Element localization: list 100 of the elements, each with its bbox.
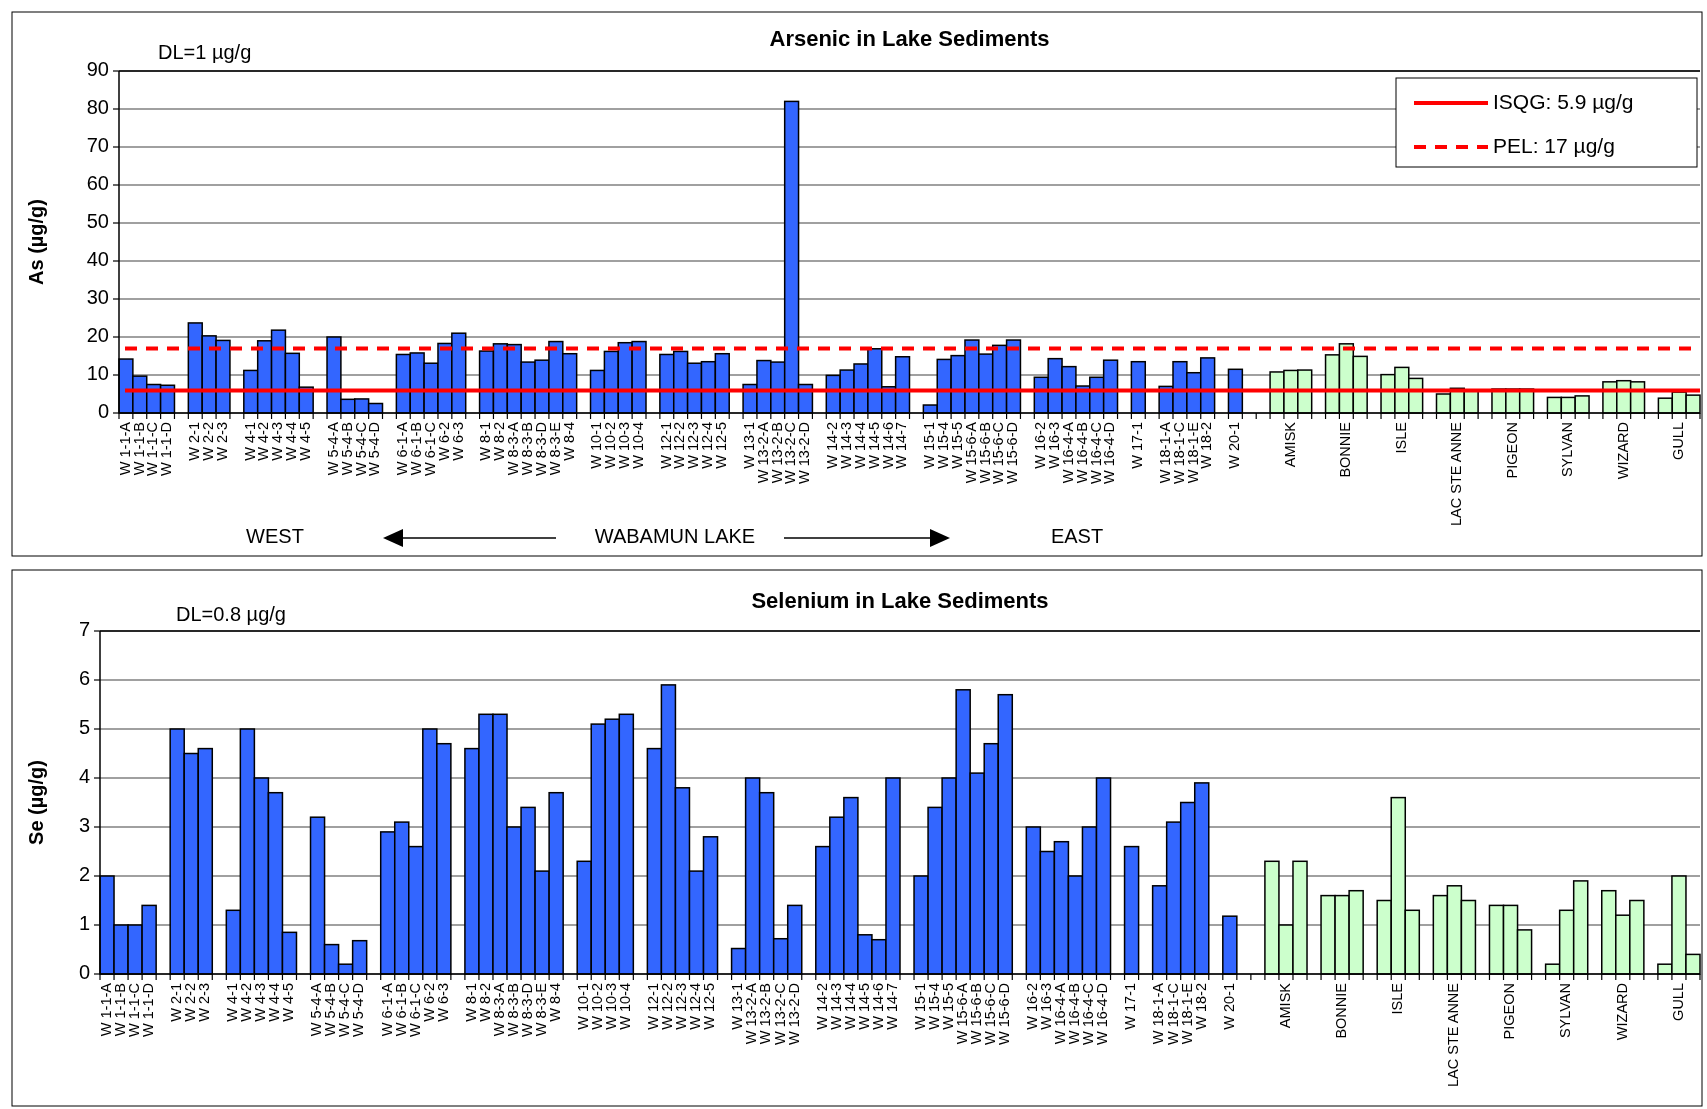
x-tick-label: W 14-4 [851, 422, 868, 469]
x-tick-label: W 12-1 [645, 983, 662, 1030]
x-tick-label: W 18-1-C [1164, 983, 1181, 1046]
y-tick-label: 0 [97, 400, 109, 423]
x-tick-label: W 6-1-B [408, 422, 424, 476]
x-tick-label: W 5-4-D [350, 983, 367, 1037]
x-tick-label: W 6-1-A [394, 421, 411, 476]
x-tick-label: W 8-2 [476, 983, 493, 1022]
x-tick-label: W 13-1 [729, 983, 746, 1030]
x-tick-label: W 13-2-A [743, 982, 760, 1045]
x-tick-label: W 1-1-D [158, 422, 175, 476]
x-tick-label: W 17-1 [1122, 983, 1139, 1030]
x-tick-label: W 15-6-B [976, 422, 993, 484]
x-tick-label: W 8-4 [546, 983, 563, 1022]
x-tick-label: GULL [1670, 422, 1687, 460]
y-tick-label: 10 [86, 362, 109, 385]
x-tick-label: W 12-3 [685, 422, 702, 469]
x-tick-label: W 16-4-A [1052, 982, 1069, 1045]
y-tick-label: 20 [86, 324, 109, 347]
y-tick-label: 0 [78, 961, 90, 984]
x-tick-label: W 15-6-C [990, 422, 1007, 485]
x-tick-label: W 1-1-B [111, 983, 128, 1037]
x-tick-label: SYLVAN [1557, 983, 1574, 1039]
x-tick-label: W 16-2 [1024, 983, 1041, 1030]
x-tick-label: W 18-1-A [1156, 421, 1173, 484]
x-tick-label: W 5-4-A [324, 421, 341, 476]
x-tick-label: W 13-2-A [754, 421, 771, 484]
x-tick-label: ISLE [1392, 421, 1409, 454]
x-tick-label: W 6-2 [435, 422, 452, 461]
x-tick-label: W 8-3-A [490, 982, 507, 1037]
x-tick-label: W 15-1 [921, 422, 938, 469]
x-tick-label: W 14-6 [869, 983, 886, 1030]
x-tick-label: W 16-3 [1038, 983, 1055, 1030]
x-tick-label: W 13-2-C [771, 983, 788, 1046]
x-tick-label: W 15-6-C [982, 983, 999, 1046]
x-tick-label: W 16-4-A [1059, 421, 1076, 484]
x-tick-label: W 8-3-E [546, 421, 563, 476]
text: EAST [1050, 525, 1104, 548]
x-tick-label: W 6-2 [420, 983, 437, 1022]
x-tick-label: W 14-3 [827, 983, 844, 1030]
y-tick-label: 6 [78, 667, 90, 690]
x-tick-label: W 5-4-A [308, 982, 325, 1037]
x-tick-label: W 1-1-C [144, 422, 161, 476]
x-tick-label: W 4-4 [266, 983, 283, 1022]
x-tick-label: W 4-3 [269, 422, 286, 461]
y-tick-label: 4 [78, 765, 90, 788]
x-tick-label: W 15-4 [925, 983, 942, 1030]
x-tick-label: W 14-7 [893, 422, 910, 469]
text: WEST [246, 525, 304, 548]
x-tick-label: W 6-1-B [392, 983, 409, 1037]
x-tick-label: W 15-5 [948, 422, 965, 469]
x-tick-label: W 10-1 [575, 983, 592, 1030]
x-tick-label: W 14-4 [841, 983, 858, 1030]
x-tick-label: W 14-6 [879, 422, 896, 469]
text: DL=1 µg/g [158, 41, 252, 64]
x-tick-label: BONNIE [1337, 421, 1354, 478]
x-tick-label: W 1-1-B [130, 422, 147, 476]
y-tick-label: 60 [86, 172, 109, 195]
x-tick-label: W 5-4-C [352, 422, 369, 476]
x-tick-label: W 15-1 [911, 983, 928, 1030]
x-tick-label: W 8-3-D [518, 983, 535, 1037]
x-tick-label: W 8-1 [462, 983, 479, 1022]
x-tick-label: W 4-5 [280, 983, 297, 1022]
x-tick-label: W 15-4 [935, 422, 951, 469]
x-tick-label: W 12-5 [713, 422, 730, 469]
x-tick-label: GULL [1669, 983, 1686, 1021]
x-tick-label: W 2-3 [196, 983, 213, 1022]
x-tick-label: W 14-2 [813, 983, 830, 1030]
x-tick-label: WIZARD [1613, 983, 1630, 1041]
x-tick-label: W 12-1 [657, 422, 674, 469]
x-tick-label: W 13-2-B [768, 422, 785, 484]
x-tick-label: W 15-6-B [968, 983, 985, 1045]
x-tick-label: W 18-2 [1198, 422, 1215, 469]
x-tick-label: W 8-3-E [532, 982, 549, 1037]
x-tick-label: W 10-2 [602, 422, 619, 469]
x-tick-label: AMISK [1276, 982, 1293, 1029]
x-tick-label: W 12-2 [671, 422, 688, 469]
y-axis-title: As (µg/g) [25, 199, 48, 285]
x-tick-label: PIGEON [1503, 422, 1520, 479]
x-tick-label: W 4-2 [238, 983, 255, 1022]
x-tick-label: W 6-3 [449, 422, 466, 461]
chart-title: Arsenic in Lake Sediments [769, 25, 1050, 51]
x-tick-label: W 18-2 [1192, 983, 1209, 1030]
x-tick-label: W 13-2-B [757, 983, 774, 1045]
x-tick-label: WIZARD [1614, 422, 1631, 480]
x-tick-label: W 12-3 [673, 983, 690, 1030]
legend-label: PEL: 17 µg/g [1493, 133, 1615, 157]
x-tick-label: SYLVAN [1559, 422, 1576, 478]
y-tick-label: 7 [78, 618, 90, 641]
x-tick-label: W 8-2 [491, 422, 508, 461]
x-tick-label: W 1-1-D [139, 983, 156, 1037]
y-tick-label: 40 [86, 248, 109, 271]
y-tick-label: 70 [86, 134, 109, 157]
y-tick-label: 2 [78, 863, 90, 886]
x-tick-label: W 18-1-C [1170, 422, 1187, 485]
x-tick-label: ISLE [1389, 982, 1406, 1015]
x-tick-label: W 15-6-D [1004, 422, 1021, 485]
x-tick-label: W 1-1-C [125, 983, 142, 1037]
x-tick-label: W 4-4 [283, 422, 300, 461]
x-tick-label: W 6-1-C [421, 422, 438, 476]
